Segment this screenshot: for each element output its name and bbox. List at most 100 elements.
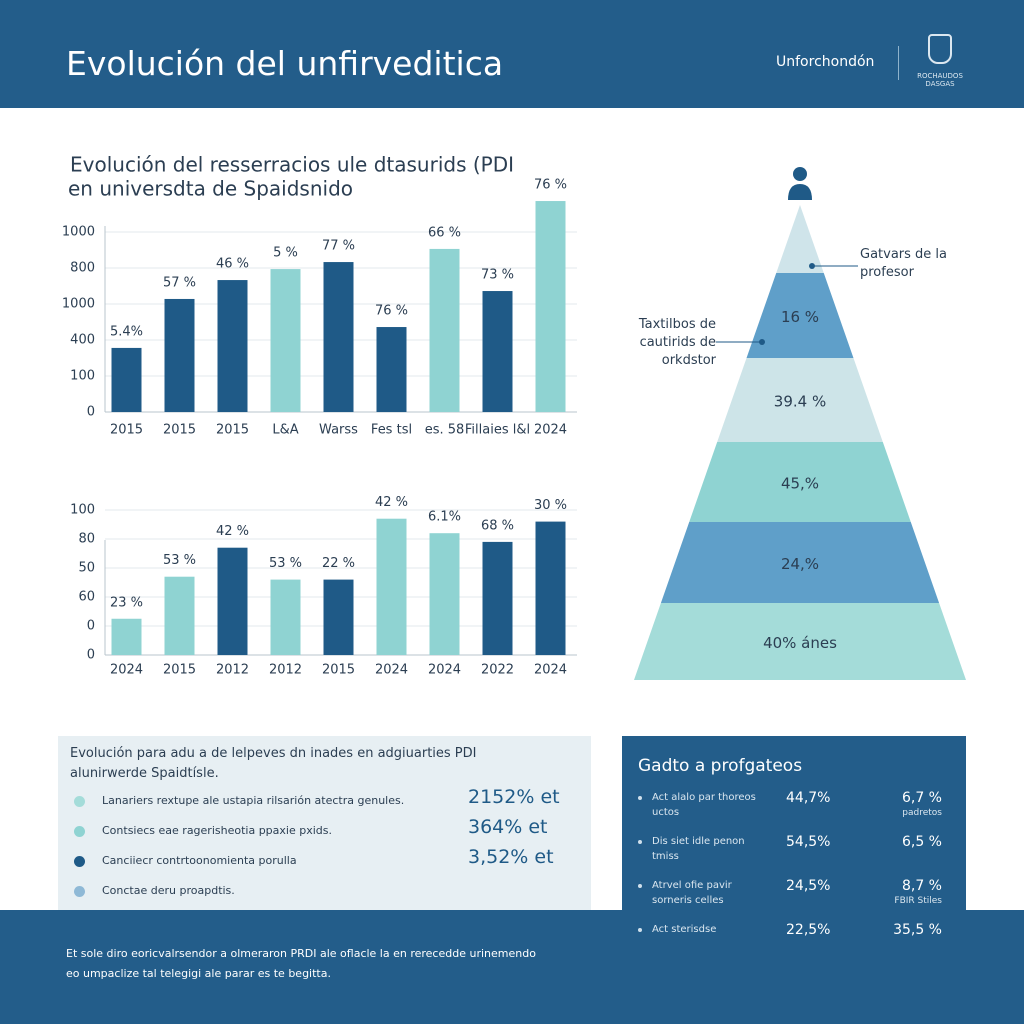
- y-tick-label: 60: [78, 590, 95, 605]
- bar: [111, 347, 142, 412]
- bar-annotation: 42 %: [216, 524, 249, 539]
- person-icon: [788, 184, 812, 200]
- bar-annotation: 73 %: [481, 268, 514, 283]
- bar-annotation: 6.1%: [428, 510, 461, 525]
- charts: Evolución del resserracios ule dtasurids…: [62, 153, 966, 680]
- callout: Gatvars de la profesor: [860, 247, 948, 280]
- x-tick-label: Fes tsl: [371, 423, 412, 438]
- bar: [482, 291, 513, 412]
- row-note: FBIR Stiles: [894, 896, 942, 906]
- y-tick-label: 800: [70, 261, 95, 276]
- item-text: Lanariers rextupe ale ustapia rilsarión …: [102, 794, 405, 807]
- x-tick-label: 2024: [534, 423, 567, 438]
- layer-label: 40% ánes: [763, 634, 837, 652]
- bar: [270, 579, 301, 655]
- bar: [323, 579, 354, 655]
- y-tick-label: 0: [87, 619, 95, 634]
- x-tick-label: 2024: [110, 663, 143, 678]
- footer-line: eo umpaclize tal telegigi ale parar es t…: [66, 967, 331, 980]
- y-tick-label: 1000: [62, 225, 95, 240]
- bar-annotation: 76 %: [375, 304, 408, 319]
- row-value: 22,5%: [786, 922, 831, 938]
- bar-annotation: 76 %: [534, 178, 567, 193]
- right-panel: Gadto a profgateos Act alalo par thoreos…: [622, 736, 966, 982]
- item-value: 364% et: [468, 816, 548, 838]
- x-tick-label: 2015: [110, 423, 143, 438]
- bar: [535, 201, 566, 412]
- bar: [217, 280, 248, 412]
- y-tick-label: 100: [70, 369, 95, 384]
- y-tick-label: 0: [87, 405, 95, 420]
- y-tick-label: 80: [78, 532, 95, 547]
- chart-subtitle: en universdta de Spaidsnido: [68, 177, 353, 201]
- bar: [111, 618, 142, 655]
- x-tick-label: 2012: [216, 663, 249, 678]
- bar-annotation: 77 %: [322, 239, 355, 254]
- row-value: 54,5%: [786, 834, 831, 850]
- panel-title: Evolución para adu a de lelpeves dn inad…: [70, 746, 477, 781]
- pyramid: 16 % 39.4 % 45,% 24,% 40% ánes Gatvars de la …: [634, 167, 966, 680]
- pyramid-layer: [746, 273, 854, 358]
- bar-annotation: 53 %: [163, 553, 196, 568]
- bar: [164, 576, 195, 655]
- pyramid-layer: [689, 442, 911, 522]
- row-label: Dis siet idle penon tmiss: [652, 836, 745, 862]
- bar-annotation: 5.4%: [110, 324, 143, 339]
- x-tick-label: 2012: [269, 663, 302, 678]
- bar-annotation: 53 %: [269, 556, 302, 571]
- item-text: Conctae deru proapdtis.: [102, 884, 235, 897]
- y-tick-label: 400: [70, 333, 95, 348]
- bullet: [74, 856, 85, 867]
- x-tick-label: 2024: [534, 663, 567, 678]
- bar: [323, 262, 354, 412]
- bar-annotation: 23 %: [110, 595, 143, 610]
- bar-annotation: 30 %: [534, 498, 567, 513]
- bar-annotation: 57 %: [163, 275, 196, 290]
- bar: [270, 269, 301, 412]
- x-tick-label: 2022: [481, 663, 514, 678]
- x-tick-label: L&A: [272, 423, 298, 438]
- row-value: 6,5 %: [901, 834, 942, 850]
- layer-label: 24,%: [781, 555, 819, 573]
- x-tick-label: 2015: [163, 423, 196, 438]
- bar-annotation: 5 %: [273, 246, 298, 261]
- logo-text: ROCHAUDOS DASGAS: [917, 72, 963, 88]
- divider: [898, 46, 899, 80]
- x-tick-label: 2024: [428, 663, 461, 678]
- x-tick-label: es. 58: [425, 423, 465, 438]
- row-label: Atrvel ofie pavir sorneris celles: [652, 880, 732, 906]
- bar-annotation: 42 %: [375, 495, 408, 510]
- row-value: 24,5%: [786, 878, 831, 894]
- y-tick-label: 1000: [62, 297, 95, 312]
- row-label: Act alalo par thoreos uctos: [652, 792, 756, 818]
- bar: [429, 248, 460, 412]
- pyramid-layer: [717, 358, 883, 442]
- bar: [429, 533, 460, 655]
- header: Evolución del unfirveditica Unforchondón…: [0, 0, 1024, 108]
- header-title: Evolución del unfirveditica: [66, 44, 504, 83]
- bullet: [638, 884, 642, 888]
- bullet: [74, 886, 85, 897]
- layer-label: 16 %: [781, 308, 819, 326]
- pyramid-layer: [776, 205, 824, 273]
- row-value: 6,7 %: [901, 790, 942, 806]
- bar: [535, 521, 566, 655]
- chart-title: Evolución del resserracios ule dtasurids…: [70, 153, 514, 177]
- pyramid-layer: [634, 603, 966, 680]
- x-tick-label: 2015: [216, 423, 249, 438]
- layer-label: 45,%: [781, 475, 819, 493]
- row-value: 44,7%: [786, 790, 831, 806]
- row-label: Act sterisdse: [652, 924, 717, 935]
- pyramid-layer: [660, 522, 940, 603]
- logo: [928, 34, 952, 64]
- x-tick-label: Warss: [319, 423, 358, 438]
- panel-title: Gadto a profgateos: [638, 756, 803, 776]
- callout-text: Gatvars de la profesor: [860, 247, 948, 280]
- bullet: [638, 796, 642, 800]
- row-value: 35,5 %: [893, 922, 942, 938]
- row-value: 8,7 %: [901, 878, 942, 894]
- footer-line: Et sole diro eoricvalrsendor a olmeraron…: [66, 947, 536, 960]
- person-icon: [793, 167, 807, 181]
- bar-annotation: 22 %: [322, 556, 355, 571]
